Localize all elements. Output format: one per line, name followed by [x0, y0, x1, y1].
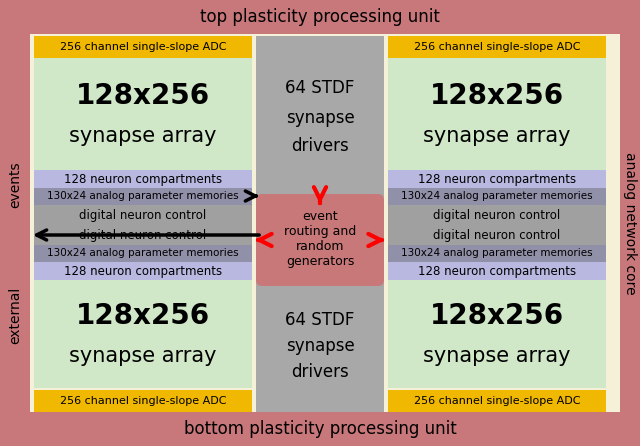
Text: synapse array: synapse array — [69, 346, 217, 366]
Text: external: external — [8, 286, 22, 343]
Bar — [34, 205, 252, 225]
Bar — [256, 36, 384, 204]
Bar — [34, 245, 252, 262]
Bar — [388, 390, 606, 412]
Text: events: events — [8, 162, 22, 208]
Text: 256 channel single-slope ADC: 256 channel single-slope ADC — [60, 42, 227, 52]
Bar — [388, 205, 606, 225]
Bar — [34, 390, 252, 412]
Bar — [388, 188, 606, 205]
Bar — [388, 245, 606, 262]
Bar — [30, 34, 620, 412]
Bar — [256, 280, 384, 412]
Text: 130x24 analog parameter memories: 130x24 analog parameter memories — [401, 248, 593, 258]
Text: synapse array: synapse array — [423, 126, 571, 146]
Bar — [34, 170, 252, 188]
Text: 130x24 analog parameter memories: 130x24 analog parameter memories — [47, 191, 239, 201]
Text: 128 neuron compartments: 128 neuron compartments — [64, 264, 222, 277]
Text: 256 channel single-slope ADC: 256 channel single-slope ADC — [413, 42, 580, 52]
Text: event: event — [302, 210, 338, 223]
Text: 128 neuron compartments: 128 neuron compartments — [64, 173, 222, 186]
Text: synapse array: synapse array — [69, 126, 217, 146]
Text: digital neuron control: digital neuron control — [79, 228, 207, 241]
Text: digital neuron control: digital neuron control — [79, 208, 207, 222]
Text: 64 STDF: 64 STDF — [285, 311, 355, 329]
Text: 130x24 analog parameter memories: 130x24 analog parameter memories — [47, 248, 239, 258]
Bar — [34, 58, 252, 170]
Text: 256 channel single-slope ADC: 256 channel single-slope ADC — [413, 396, 580, 406]
Bar — [0, 0, 640, 34]
Text: 128x256: 128x256 — [430, 302, 564, 330]
Text: 128x256: 128x256 — [76, 82, 210, 110]
Bar — [388, 170, 606, 188]
Text: drivers: drivers — [291, 137, 349, 155]
Text: synapse array: synapse array — [423, 346, 571, 366]
Text: 128x256: 128x256 — [430, 82, 564, 110]
Text: generators: generators — [286, 256, 354, 268]
Bar — [34, 280, 252, 388]
Text: routing and: routing and — [284, 224, 356, 238]
Bar — [34, 188, 252, 205]
Bar — [388, 262, 606, 280]
Text: top plasticity processing unit: top plasticity processing unit — [200, 8, 440, 26]
Bar — [388, 36, 606, 58]
FancyBboxPatch shape — [256, 194, 384, 286]
Text: digital neuron control: digital neuron control — [433, 228, 561, 241]
Bar — [388, 225, 606, 245]
Text: 256 channel single-slope ADC: 256 channel single-slope ADC — [60, 396, 227, 406]
Text: digital neuron control: digital neuron control — [433, 208, 561, 222]
Bar — [0, 412, 640, 446]
Bar — [388, 58, 606, 170]
Text: 128 neuron compartments: 128 neuron compartments — [418, 264, 576, 277]
Text: drivers: drivers — [291, 363, 349, 381]
Text: synapse: synapse — [285, 109, 355, 127]
Text: bottom plasticity processing unit: bottom plasticity processing unit — [184, 420, 456, 438]
Text: analog network core: analog network core — [623, 152, 637, 294]
Text: 128 neuron compartments: 128 neuron compartments — [418, 173, 576, 186]
Text: synapse: synapse — [285, 337, 355, 355]
Bar — [34, 225, 252, 245]
Text: 128x256: 128x256 — [76, 302, 210, 330]
Bar — [34, 262, 252, 280]
Bar — [388, 280, 606, 388]
Text: 64 STDF: 64 STDF — [285, 79, 355, 97]
Bar — [34, 36, 252, 58]
Text: 130x24 analog parameter memories: 130x24 analog parameter memories — [401, 191, 593, 201]
Text: random: random — [296, 240, 344, 253]
